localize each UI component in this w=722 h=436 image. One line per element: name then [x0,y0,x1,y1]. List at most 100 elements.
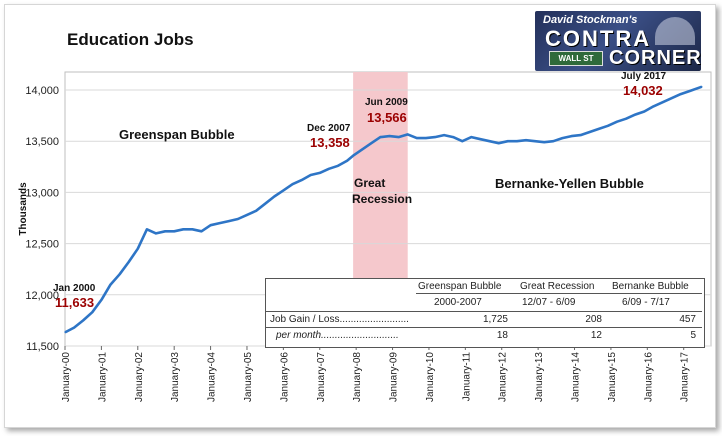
data-point [425,137,427,139]
contra-corner-logo: David Stockman's CONTRA WALL ST CORNER [535,11,701,71]
table-cell-gain-bernanke: 457 [679,314,696,325]
table-subheader-greenspan: 2000-2007 [434,297,482,308]
data-point [379,136,382,138]
logo-line1: David Stockman's [543,14,638,26]
x-tick-label: January-12 [498,352,509,402]
data-point [534,140,536,142]
y-tick-label: 11,500 [26,341,59,353]
data-point [570,135,573,137]
logo-street-sign: WALL ST [549,51,603,66]
data-point [319,172,321,174]
data-point [273,195,275,198]
data-point [661,101,664,103]
x-tick-label: January-00 [61,352,72,402]
table-rule-3 [266,327,702,328]
data-point [128,261,130,263]
capitol-dome-graphic [655,17,695,45]
data-point [443,134,445,136]
data-point [652,105,654,107]
label-jul2017-date: July 2017 [621,71,666,82]
table-subheader-bernanke: 6/09 - 7/17 [622,297,670,308]
data-point [173,230,175,232]
y-tick-label: 12,500 [25,239,59,251]
data-point [209,224,212,226]
table-rule-1 [416,293,702,294]
data-point [416,137,418,139]
x-tick-label: January-09 [389,352,400,402]
data-point [625,118,627,120]
x-tick-label: January-13 [534,352,545,402]
plot-area: 11,500 12,000 12,500 13,000 13,500 14,000 Thou… [18,71,712,402]
label-jun2009-date: Jun 2009 [365,97,408,108]
data-point [282,189,284,191]
data-point [191,228,193,230]
data-point [498,142,500,144]
table-row-label-per-month: per month............................ [276,330,399,341]
data-point [489,140,491,142]
x-tick-label: January-15 [607,352,618,402]
label-dec2007-date: Dec 2007 [307,123,351,134]
data-point [100,299,102,301]
data-point [291,183,294,185]
data-point [300,179,303,181]
data-point [219,222,221,224]
x-tick-label: January-08 [352,352,363,402]
data-point [109,283,112,286]
y-tick-label: 12,000 [25,290,59,302]
label-jul2017-value: 14,032 [623,83,663,98]
x-tick-label: January-06 [279,352,290,402]
data-point [388,135,391,137]
x-tick-label: January-05 [243,352,254,402]
x-tick-label: January-16 [643,352,654,402]
table-rule-2 [266,311,702,312]
label-jun2009-value: 13,566 [367,110,407,125]
data-point [164,230,166,232]
data-point [516,140,518,142]
data-point [701,86,703,88]
table-cell-permonth-recession: 12 [590,330,602,341]
x-tick-label: January-04 [207,352,218,402]
data-point [352,155,354,157]
annotation-recession: Recession [352,192,412,206]
data-point [264,203,266,205]
data-point [246,214,248,216]
data-point [346,160,348,162]
data-point [470,136,473,138]
data-point [64,331,66,333]
data-point [255,210,257,212]
table-header-recession: Great Recession [520,281,595,292]
data-point [137,248,139,250]
data-point [370,142,372,144]
data-point [434,136,436,138]
logo-line2: CONTRA [545,26,652,51]
y-tick-label: 13,500 [25,136,59,148]
x-tick-label: January-11 [461,352,472,402]
data-point [607,125,609,127]
data-point [228,220,230,222]
data-point [479,138,482,140]
annotation-greenspan-bubble: Greenspan Bubble [119,127,235,142]
table-header-bernanke: Bernanke Bubble [612,281,689,292]
data-point [182,228,184,230]
x-tick-label: January-01 [97,352,108,402]
summary-table: Greenspan Bubble Great Recession Bernank… [265,278,705,348]
data-point [643,110,645,113]
y-tick-label: 14,000 [25,85,59,97]
y-tick-label: 13,000 [25,187,59,199]
data-point [589,131,591,133]
data-point [561,137,563,139]
x-tick-label: January-14 [571,352,582,402]
table-subheader-recession: 12/07 - 6/09 [522,297,576,308]
data-point [200,230,203,232]
x-tick-label: January-07 [316,352,327,402]
data-point [407,133,409,136]
data-point [680,93,682,95]
data-point [328,168,330,170]
data-point [146,228,148,230]
data-point [461,140,463,142]
chart-title: Education Jobs [67,30,194,49]
y-axis-label: Thousands [18,182,29,236]
label-dec2007-value: 13,358 [310,135,350,150]
data-point [670,97,673,99]
data-point [118,273,121,275]
